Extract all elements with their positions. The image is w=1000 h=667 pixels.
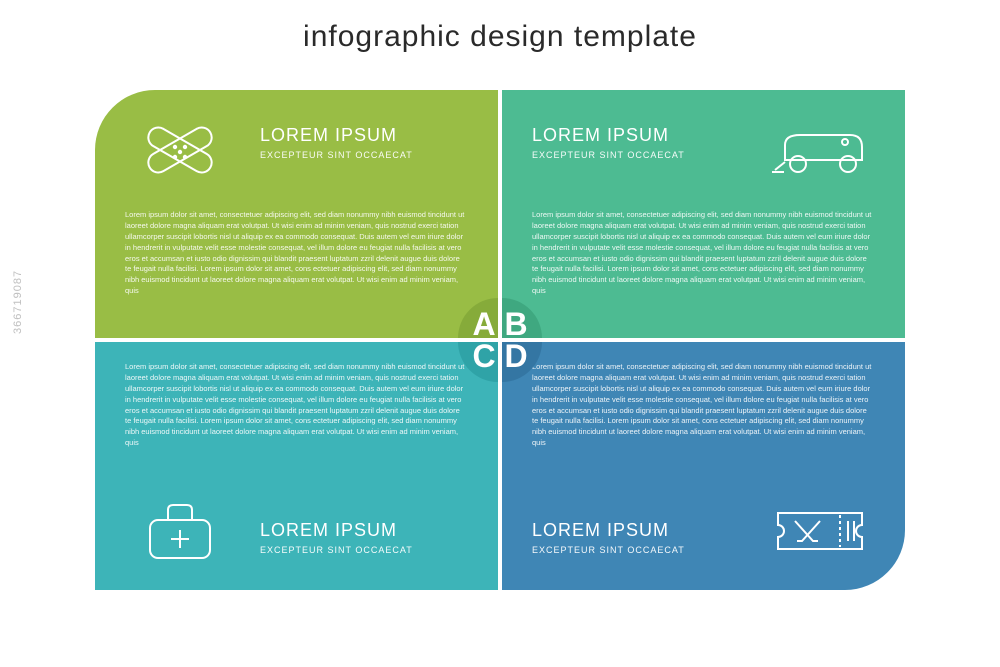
page-title: infographic design template: [303, 20, 697, 54]
panel-a-letter: A: [472, 306, 495, 339]
panel-d-subtitle: EXCEPTEUR SINT OCCAECAT: [532, 545, 685, 555]
panel-a-badge: A: [458, 298, 498, 338]
first-aid-kit-icon: [125, 490, 235, 570]
panel-d-letter: D: [504, 342, 527, 375]
panel-c-subtitle: EXCEPTEUR SINT OCCAECAT: [260, 545, 413, 555]
bandage-icon: [125, 110, 235, 190]
panel-a-heading: LOREM IPSUM EXCEPTEUR SINT OCCAECAT: [260, 125, 413, 160]
panel-b-subtitle: EXCEPTEUR SINT OCCAECAT: [532, 150, 685, 160]
panel-b-body: Lorem ipsum dolor sit amet, consectetuer…: [532, 210, 872, 297]
panel-b-heading: LOREM IPSUM EXCEPTEUR SINT OCCAECAT: [532, 125, 685, 160]
panel-c-heading: LOREM IPSUM EXCEPTEUR SINT OCCAECAT: [260, 520, 413, 555]
panel-b-badge: B: [502, 298, 542, 338]
hockey-ticket-icon: [765, 490, 875, 570]
panel-b-title: LOREM IPSUM: [532, 125, 685, 146]
panel-d: Lorem ipsum dolor sit amet, consectetuer…: [502, 342, 905, 590]
panel-c-body: Lorem ipsum dolor sit amet, consectetuer…: [125, 362, 465, 449]
panel-a-body: Lorem ipsum dolor sit amet, consectetuer…: [125, 210, 465, 297]
panel-a-title: LOREM IPSUM: [260, 125, 413, 146]
panel-d-title: LOREM IPSUM: [532, 520, 685, 541]
panel-d-body: Lorem ipsum dolor sit amet, consectetuer…: [532, 362, 872, 449]
panel-a-subtitle: EXCEPTEUR SINT OCCAECAT: [260, 150, 413, 160]
panel-c: Lorem ipsum dolor sit amet, consectetuer…: [95, 342, 498, 590]
panel-d-heading: LOREM IPSUM EXCEPTEUR SINT OCCAECAT: [532, 520, 685, 555]
panel-c-title: LOREM IPSUM: [260, 520, 413, 541]
watermark-id: 366719087: [12, 269, 24, 333]
panel-b-letter: B: [504, 306, 527, 339]
infographic-grid: LOREM IPSUM EXCEPTEUR SINT OCCAECAT Lore…: [95, 90, 905, 590]
zamboni-icon: [765, 110, 875, 190]
panel-a: LOREM IPSUM EXCEPTEUR SINT OCCAECAT Lore…: [95, 90, 498, 338]
panel-c-letter: C: [472, 342, 495, 375]
panel-b: LOREM IPSUM EXCEPTEUR SINT OCCAECAT Lore…: [502, 90, 905, 338]
